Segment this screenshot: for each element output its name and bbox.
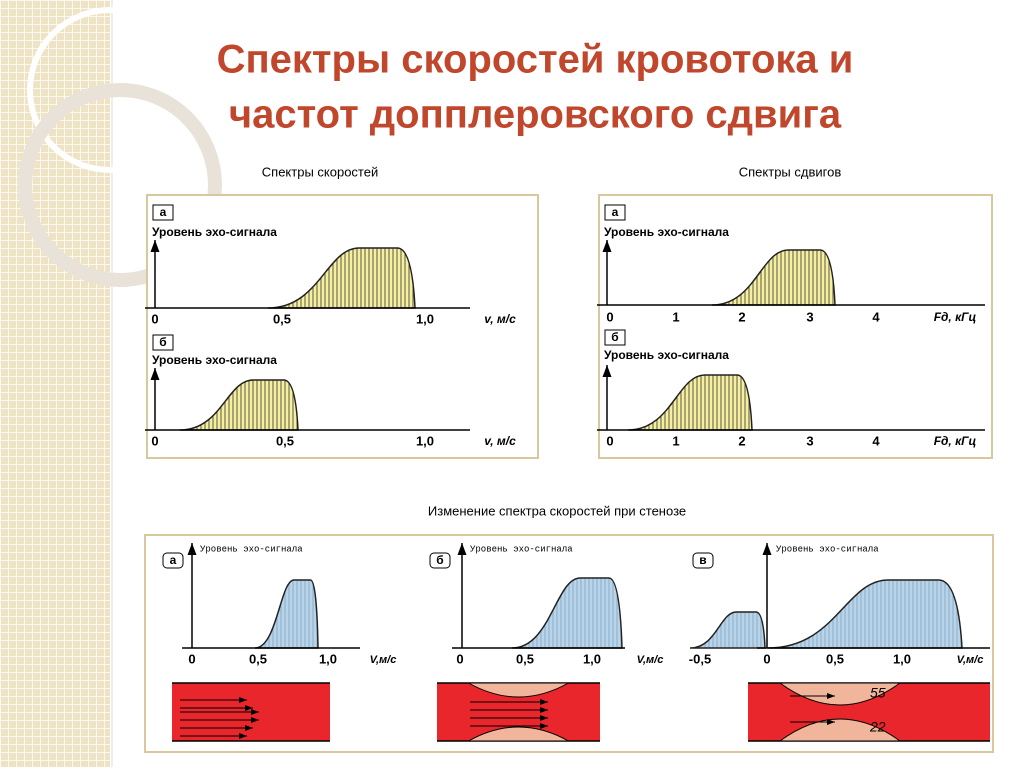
letter-box xyxy=(692,552,714,569)
plaque xyxy=(466,726,571,742)
x-tick-label: 0 xyxy=(606,433,613,448)
x-tick-label: 2 xyxy=(738,309,745,324)
x-axis-label: Fд, кГц xyxy=(934,434,977,448)
x-tick-label: 1 xyxy=(672,433,679,448)
x-axis-label: Fд, кГц xyxy=(934,310,977,324)
spectrum-curve xyxy=(711,249,836,306)
title: частот допплеровского сдвига xyxy=(229,93,842,137)
decor-circle xyxy=(18,83,222,287)
x-tick-label: 1,0 xyxy=(416,433,434,448)
panel-letter: б xyxy=(611,330,618,344)
annotation: 55 xyxy=(870,685,886,701)
spectrum-curve xyxy=(689,611,766,649)
y-axis-label: Уровень эхо-сигнала xyxy=(604,348,729,362)
spectrum-curve xyxy=(767,579,963,649)
caption: Спектры скоростей xyxy=(262,164,378,179)
x-tick-label: 0 xyxy=(763,651,770,666)
x-tick-label: 0 xyxy=(456,651,463,666)
x-tick-label: 0,5 xyxy=(249,651,267,666)
plaque xyxy=(778,718,902,742)
x-tick-label: 0,5 xyxy=(273,311,291,326)
x-axis-label: v, м/с xyxy=(484,312,516,326)
letter-box xyxy=(162,552,184,569)
panel-letter: в xyxy=(699,553,706,567)
y-axis-label: Уровень эхо-сигнала xyxy=(152,353,277,367)
x-tick-label: 3 xyxy=(806,309,813,324)
x-tick-label: 0,5 xyxy=(276,433,294,448)
x-tick-label: 0,5 xyxy=(826,651,844,666)
x-tick-label: 2 xyxy=(738,433,745,448)
caption: Изменение спектра скоростей при стенозе xyxy=(428,503,686,518)
x-tick-label: 4 xyxy=(872,309,880,324)
spectrum-curve xyxy=(627,374,753,431)
y-axis-label: Уровень эхо-сигнала xyxy=(200,544,303,554)
x-axis-label: V,м/с xyxy=(957,654,984,666)
letter-box xyxy=(152,334,174,351)
x-axis-label: V,м/с xyxy=(370,654,397,666)
y-axis-label: Уровень эхо-сигнала xyxy=(470,544,573,554)
x-tick-label: 1,0 xyxy=(319,651,337,666)
title: Спектры скоростей кровотока и xyxy=(217,38,854,82)
plaque xyxy=(778,682,902,706)
x-tick-label: 1,0 xyxy=(416,311,434,326)
x-tick-label: 0 xyxy=(188,651,195,666)
panel xyxy=(146,194,539,459)
panel-letter: б xyxy=(436,553,443,567)
x-tick-label: 0 xyxy=(606,309,613,324)
panel-letter: а xyxy=(170,553,177,567)
caption: Спектры сдвигов xyxy=(739,164,842,179)
x-tick-label: 0 xyxy=(151,433,158,448)
spectrum-curve xyxy=(511,577,623,649)
decor-circle xyxy=(27,7,193,173)
spectrum-curve xyxy=(254,579,319,649)
side-strip xyxy=(0,0,110,767)
y-axis-label: Уровень эхо-сигнала xyxy=(776,544,879,554)
x-tick-label: 1,0 xyxy=(893,651,911,666)
x-axis-label: v, м/с xyxy=(484,434,516,448)
letter-box xyxy=(152,204,174,221)
x-tick-label: 0 xyxy=(151,311,158,326)
letter-box xyxy=(429,552,451,569)
letter-box xyxy=(604,204,626,221)
y-axis-label: Уровень эхо-сигнала xyxy=(604,225,729,239)
x-tick-label: -0,5 xyxy=(689,651,711,666)
x-tick-label: 1,0 xyxy=(583,651,601,666)
x-tick-label: 4 xyxy=(872,433,880,448)
y-axis-label: Уровень эхо-сигнала xyxy=(152,225,277,239)
annotation: 22 xyxy=(869,719,886,735)
spectrum-curve xyxy=(179,379,299,431)
x-tick-label: 3 xyxy=(806,433,813,448)
x-tick-label: 1 xyxy=(672,309,679,324)
spectrum-curve xyxy=(267,247,416,309)
panel-letter: а xyxy=(160,205,167,219)
x-tick-label: 0,5 xyxy=(516,651,534,666)
panel-letter: б xyxy=(159,335,166,349)
x-axis-label: V,м/с xyxy=(637,654,664,666)
panel-letter: а xyxy=(612,205,619,219)
plaque xyxy=(466,682,571,698)
letter-box xyxy=(604,329,626,346)
